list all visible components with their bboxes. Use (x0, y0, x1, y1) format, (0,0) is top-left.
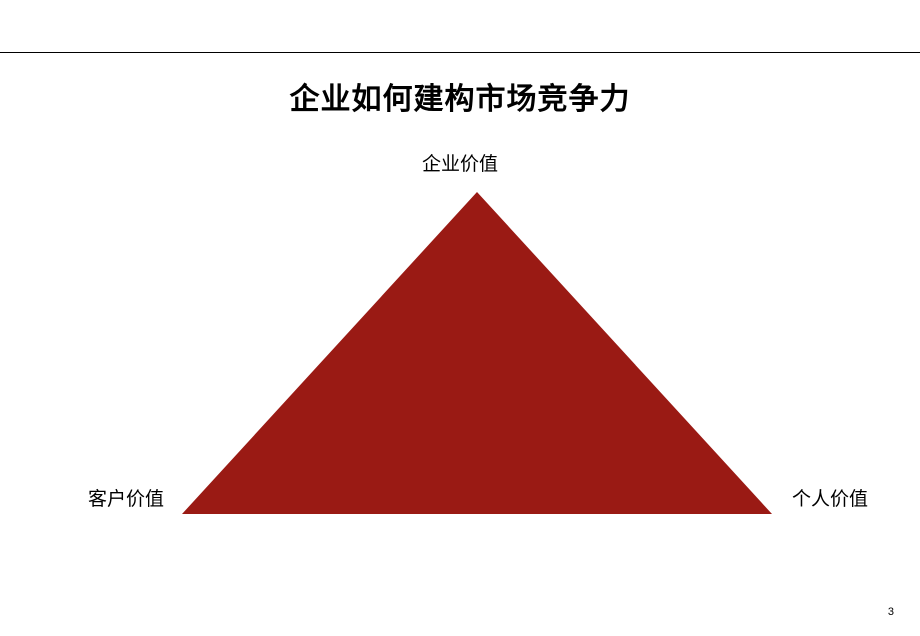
horizontal-divider (0, 52, 920, 53)
triangle-shape (182, 192, 772, 514)
vertex-label-top: 企业价值 (0, 149, 920, 176)
vertex-label-right: 个人价值 (792, 484, 868, 511)
vertex-label-left: 客户价值 (88, 484, 164, 511)
triangle-diagram (182, 192, 772, 514)
page-number: 3 (888, 606, 894, 618)
slide-title: 企业如何建构市场竞争力 (0, 74, 920, 118)
